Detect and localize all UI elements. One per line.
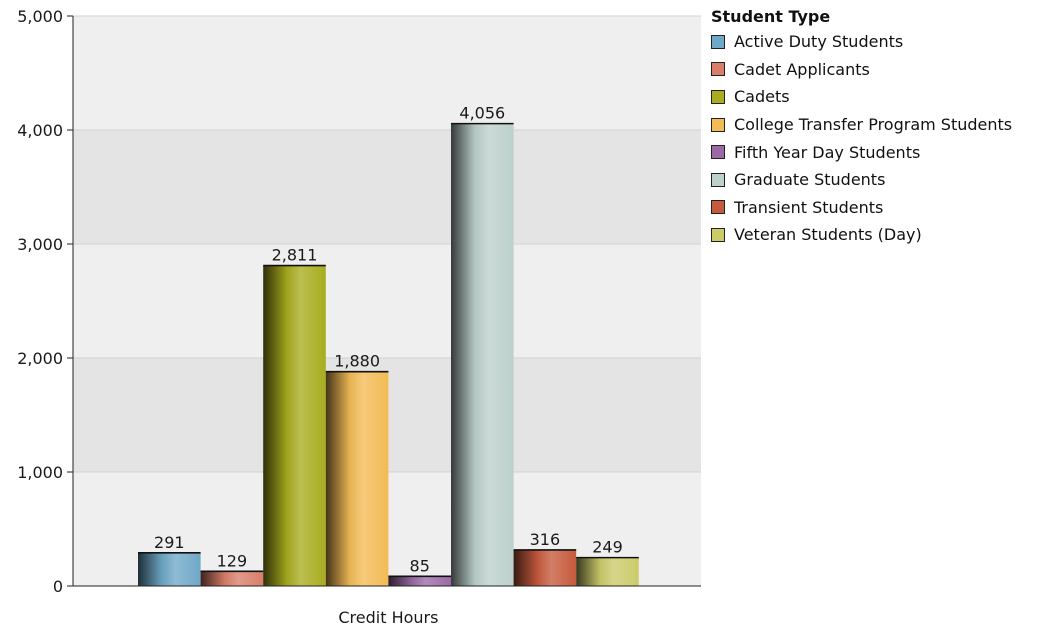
data-label-6: 4,056 bbox=[459, 104, 505, 123]
legend-swatch bbox=[711, 200, 725, 215]
legend-swatch bbox=[711, 34, 725, 49]
legend-item: College Transfer Program Students bbox=[711, 111, 1012, 139]
data-label-5: 85 bbox=[410, 556, 430, 575]
bar-3 bbox=[263, 265, 326, 586]
legend-label: Cadet Applicants bbox=[734, 59, 870, 79]
bar-8 bbox=[576, 557, 639, 586]
legend-swatch bbox=[711, 145, 725, 160]
legend-item: Graduate Students bbox=[711, 166, 1012, 194]
legend-label: Active Duty Students bbox=[734, 32, 904, 52]
legend-item: Fifth Year Day Students bbox=[711, 138, 1012, 166]
legend-items: Active Duty Students Cadet Applicants Cade… bbox=[711, 28, 1012, 249]
data-label-3: 2,811 bbox=[272, 246, 318, 265]
legend-swatch bbox=[711, 227, 725, 242]
legend-item: Transient Students bbox=[711, 194, 1012, 222]
legend-swatch bbox=[711, 89, 725, 104]
legend-item: Veteran Students (Day) bbox=[711, 221, 1012, 249]
plot-band bbox=[73, 16, 701, 130]
legend-item: Cadet Applicants bbox=[711, 56, 1012, 84]
bar-5 bbox=[388, 576, 451, 586]
legend-swatch bbox=[711, 62, 725, 77]
y-tick-label: 2,000 bbox=[17, 349, 63, 368]
legend-label: Transient Students bbox=[734, 197, 884, 217]
legend-label: College Transfer Program Students bbox=[734, 115, 1013, 135]
legend-swatch bbox=[711, 117, 725, 132]
y-tick-label: 5,000 bbox=[17, 7, 63, 26]
bar-7 bbox=[513, 549, 577, 586]
axes bbox=[72, 16, 701, 587]
y-tick-label: 1,000 bbox=[17, 463, 63, 482]
data-label-2: 129 bbox=[217, 551, 248, 570]
data-labels: 291 129 2,811 1,880 85 4,056 316 249 bbox=[154, 104, 623, 576]
bar-1 bbox=[138, 552, 201, 586]
legend-title: Student Type bbox=[711, 7, 831, 26]
legend-label: Graduate Students bbox=[734, 170, 886, 190]
data-label-1: 291 bbox=[154, 533, 185, 552]
bars bbox=[138, 122, 639, 586]
x-category-label: Credit Hours bbox=[338, 608, 438, 627]
legend-label: Cadets bbox=[734, 87, 790, 107]
bar-4 bbox=[325, 371, 389, 586]
legend-swatch bbox=[711, 172, 725, 187]
data-label-4: 1,880 bbox=[334, 352, 380, 371]
y-axis-ticks: 0 1,000 2,000 3,000 4,000 5,000 bbox=[17, 7, 73, 596]
plot-band bbox=[73, 130, 701, 244]
bar-6 bbox=[451, 123, 514, 586]
y-tick-label: 4,000 bbox=[17, 121, 63, 140]
x-axis-labels: Credit Hours bbox=[338, 608, 438, 627]
legend-item: Active Duty Students bbox=[711, 28, 1012, 56]
y-tick-label: 0 bbox=[53, 577, 63, 596]
legend-label: Veteran Students (Day) bbox=[734, 225, 922, 245]
plot-band bbox=[73, 244, 701, 358]
legend-item: Cadets bbox=[711, 83, 1012, 111]
legend-label: Fifth Year Day Students bbox=[734, 142, 921, 162]
bar-2 bbox=[200, 571, 264, 586]
y-tick-label: 3,000 bbox=[17, 235, 63, 254]
legend: Student Type Active Duty Students Cadet A… bbox=[711, 6, 1012, 249]
data-label-8: 249 bbox=[592, 538, 623, 557]
data-label-7: 316 bbox=[530, 530, 561, 549]
